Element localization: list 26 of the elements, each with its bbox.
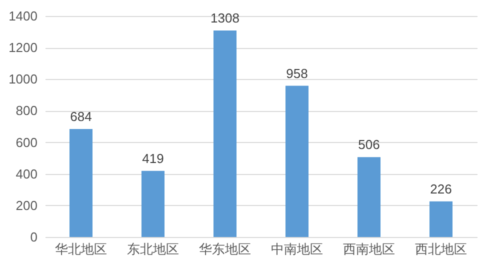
y-tick-label: 0 <box>30 230 38 244</box>
bar <box>357 157 381 237</box>
data-label: 226 <box>430 181 452 196</box>
x-tick-label: 东北地区 <box>127 242 179 256</box>
data-label: 506 <box>358 137 380 152</box>
bar <box>141 170 165 237</box>
bar <box>429 201 453 237</box>
y-tick-label: 800 <box>16 103 38 118</box>
data-label: 958 <box>286 66 308 81</box>
x-tick-label: 中南地区 <box>271 242 323 256</box>
data-label: 1308 <box>210 10 240 26</box>
bar <box>285 86 309 237</box>
x-tick-label: 西南地区 <box>343 242 395 256</box>
x-tick-label: 华北地区 <box>55 242 107 256</box>
bar <box>213 30 237 237</box>
y-tick-label: 1200 <box>8 40 38 56</box>
y-tick-label: 1000 <box>8 72 38 87</box>
x-tick-label: 华东地区 <box>199 242 251 256</box>
y-tick-label: 1400 <box>8 8 38 24</box>
data-label: 684 <box>70 109 92 124</box>
y-tick-label: 400 <box>16 166 38 182</box>
data-label: 419 <box>142 150 164 166</box>
y-tick-label: 200 <box>16 198 38 213</box>
x-tick-label: 西北地区 <box>415 242 467 256</box>
y-tick-label: 600 <box>16 134 38 150</box>
bar <box>69 129 93 237</box>
